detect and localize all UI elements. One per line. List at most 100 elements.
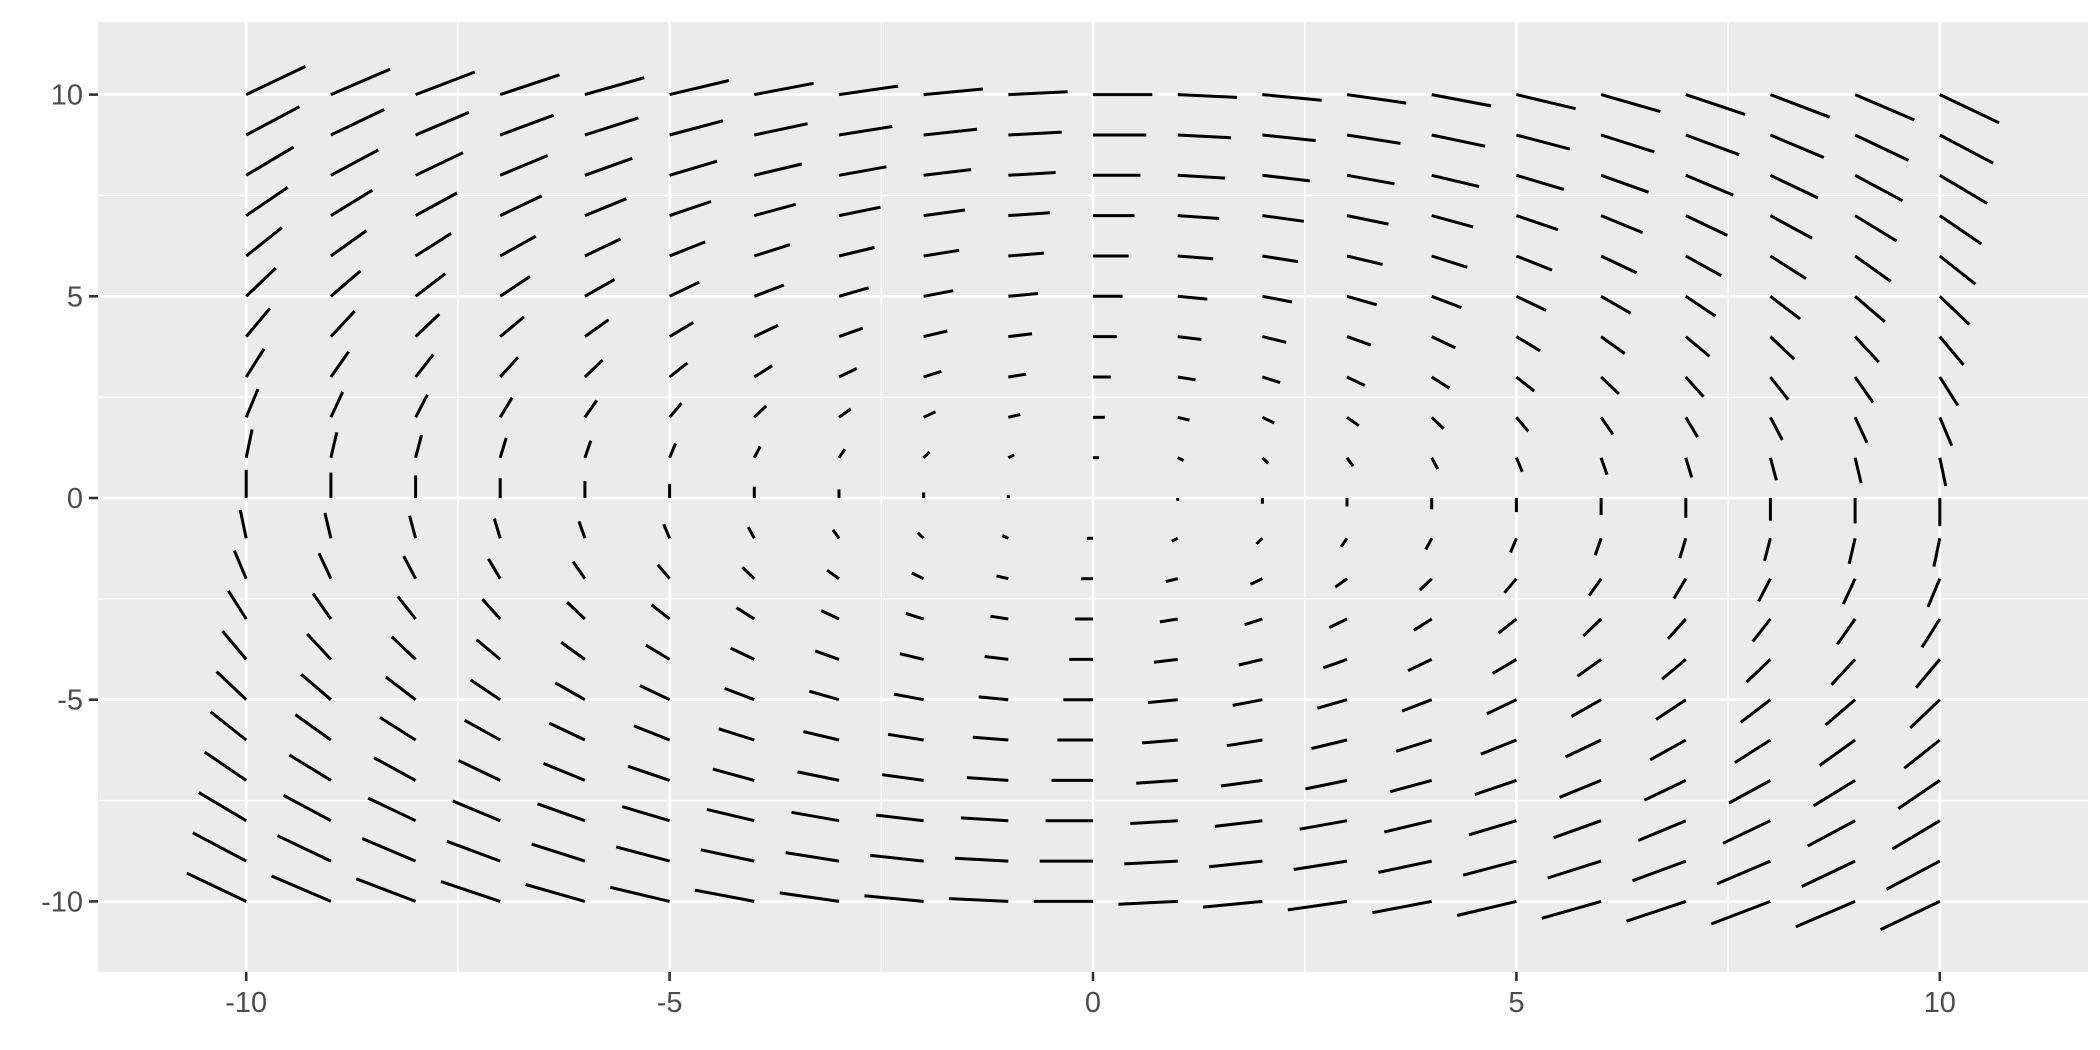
vector-segment (1769, 173, 1819, 200)
vector-segment (1401, 698, 1433, 713)
vector-segment (1769, 295, 1802, 321)
vector-segment (1346, 93, 1407, 105)
vector-segment (923, 208, 966, 218)
vector-segment (1745, 658, 1772, 684)
vector-segment (1891, 819, 1941, 851)
vector-segment (1345, 456, 1355, 467)
vector-segment (317, 552, 333, 580)
vector-segment (1847, 537, 1857, 565)
vector-segment (245, 267, 277, 298)
vector-segment (329, 391, 345, 418)
vector-segment (1879, 900, 1941, 931)
vector-segment (1684, 295, 1717, 318)
vector-segment (753, 324, 779, 338)
vector-segment (741, 566, 756, 580)
vector-segment (814, 649, 840, 661)
vector-segment (1208, 859, 1263, 869)
vector-segment (1141, 738, 1178, 745)
vector-segment (1728, 779, 1772, 805)
vector-segment (1262, 93, 1322, 102)
vector-segment (323, 512, 333, 539)
vector-segment (1008, 292, 1039, 298)
vector-segment (1395, 738, 1433, 753)
vector-segment (893, 692, 924, 702)
vector-segment (700, 848, 755, 863)
vector-segment (1812, 779, 1856, 808)
vector-segment (329, 269, 362, 298)
vector-segment (1305, 778, 1348, 791)
vector-segment (838, 84, 899, 97)
vector-segment (718, 727, 755, 742)
vector-segment (584, 318, 610, 338)
vector-segment (1001, 534, 1009, 540)
x-axis: -10 -5 0 5 10 (225, 972, 1956, 1019)
vector-segment (1806, 819, 1856, 848)
vector-segment (1008, 211, 1050, 218)
vector-segment (198, 791, 247, 822)
vector-segment (650, 603, 671, 621)
vector-segment (1431, 294, 1462, 310)
vector-segment (916, 531, 925, 540)
vector-segment (1547, 859, 1602, 880)
vector-segment (1177, 93, 1238, 99)
vector-segment (838, 407, 852, 419)
vector-segment (922, 450, 931, 459)
vector-segment (536, 802, 586, 823)
vector-segment (244, 429, 254, 459)
vector-segment (1626, 899, 1687, 923)
vector-segment (1938, 254, 1977, 286)
vector-segment (1515, 335, 1541, 353)
vector-segment (1177, 133, 1232, 140)
vector-segment (753, 122, 808, 137)
vector-segment (1685, 214, 1728, 237)
vector-segment (724, 686, 755, 702)
vector-segment (329, 431, 339, 459)
vector-segment (1334, 577, 1348, 589)
vector-segment (192, 831, 247, 863)
vector-segment (1474, 778, 1517, 796)
vector-segment (1515, 375, 1536, 393)
vector-segment (1147, 698, 1178, 704)
vector-segment (1897, 779, 1941, 810)
vector-segment (414, 151, 464, 177)
vector-segment (669, 240, 706, 258)
vector-segment (1836, 618, 1857, 646)
vector-segment (577, 520, 587, 539)
vector-segment (1261, 456, 1270, 465)
vector-segment (1853, 457, 1863, 484)
vector-segment (414, 434, 423, 459)
vector-segment (1177, 415, 1190, 422)
vector-segment (905, 611, 925, 621)
vector-segment (1516, 133, 1571, 151)
vector-segment (1177, 294, 1208, 301)
vector-segment (1637, 819, 1687, 842)
vector-segment (584, 76, 645, 97)
vector-segment (282, 793, 332, 823)
vector-segment (669, 159, 718, 177)
vector-segment (1938, 214, 1983, 246)
vector-segment (1818, 738, 1856, 767)
vector-segment (752, 445, 762, 459)
vector-segment (1769, 335, 1796, 361)
vector-segment (1431, 93, 1492, 108)
vector-segment (396, 595, 417, 620)
vector-segment (1232, 698, 1263, 707)
vector-segment (923, 87, 984, 97)
vector-segment (1939, 93, 2000, 125)
vector-segment (373, 756, 417, 782)
vector-segment (1418, 577, 1433, 592)
vector-segment (1226, 738, 1263, 748)
vector-segment (1739, 698, 1772, 724)
vector-segment (1008, 372, 1027, 379)
vector-segment (227, 589, 248, 620)
vector-segment (414, 272, 447, 298)
vector-segment (656, 563, 671, 580)
vector-segment (712, 767, 755, 782)
vector-segment (1008, 171, 1056, 177)
vector-segment (1631, 859, 1687, 883)
vector-segment (1600, 214, 1644, 234)
vector-segment (1346, 173, 1395, 186)
vector-segment (245, 307, 272, 338)
vector-segment (1339, 537, 1349, 548)
